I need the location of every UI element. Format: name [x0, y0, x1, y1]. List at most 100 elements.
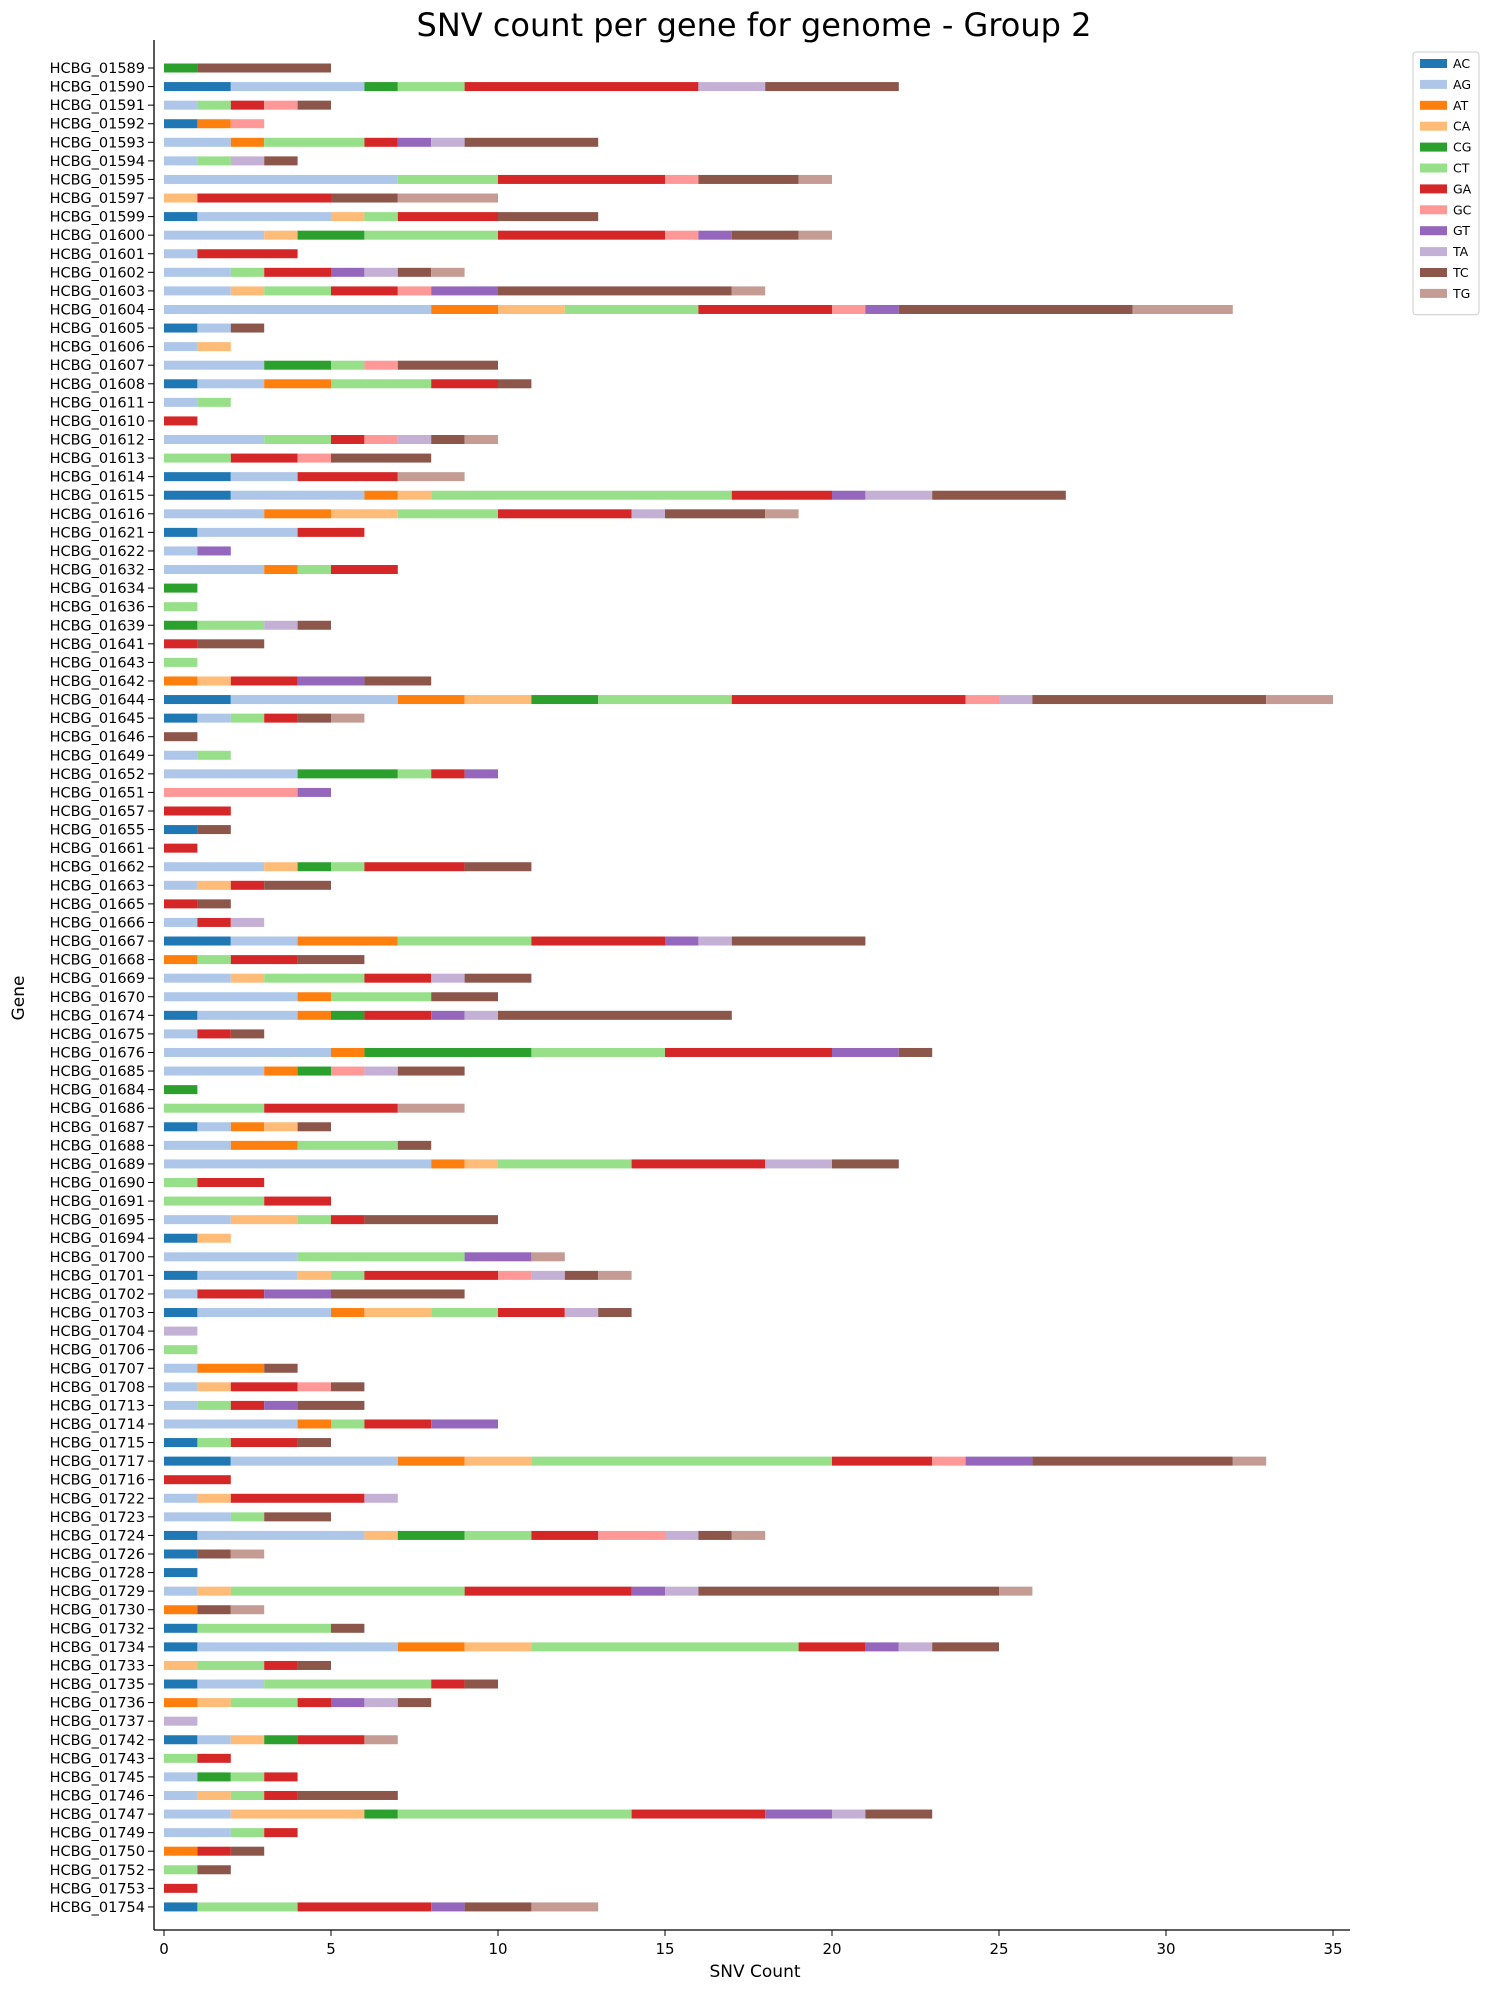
bar-segment-gt: [331, 1698, 365, 1708]
y-tick-label: HCBG_01612: [50, 433, 145, 449]
bar-segment-ac: [164, 1530, 198, 1540]
y-tick-label: HCBG_01689: [50, 1157, 145, 1173]
bar-segment-at: [431, 304, 498, 314]
bar-segment-ac: [164, 1308, 198, 1318]
bar-segment-gc: [364, 360, 398, 370]
y-tick-label: HCBG_01643: [50, 655, 145, 671]
bar-segment-cg: [164, 1085, 198, 1095]
bar-segment-tc: [197, 639, 265, 649]
bar-segment-ct: [364, 230, 498, 240]
bar-segment-gt: [665, 936, 699, 946]
bar-segment-tc: [297, 713, 331, 723]
bar-segment-gt: [397, 137, 432, 147]
bar-segment-tc: [431, 992, 498, 1002]
bar-segment-ag: [164, 1289, 198, 1299]
bar-segment-ct: [197, 955, 231, 965]
bar-segment-ag: [164, 1493, 198, 1503]
bar-segment-tc: [898, 304, 1133, 314]
bar-segment-tc: [665, 509, 766, 519]
y-tick-label: HCBG_01723: [50, 1510, 145, 1526]
bar-segment-gc: [965, 695, 999, 705]
bar-segment-ct: [331, 992, 432, 1002]
bar-segment-ag: [197, 1010, 298, 1020]
bar-segment-at: [264, 565, 298, 575]
bar-segment-gt: [264, 1400, 298, 1410]
bar-segment-ac: [164, 82, 231, 92]
bar-segment-tc: [464, 1679, 498, 1689]
bar-segment-at: [264, 509, 331, 519]
bar-segment-ga: [297, 472, 398, 482]
bar-segment-ca: [498, 304, 565, 314]
y-tick-label: HCBG_01634: [50, 581, 145, 597]
bar-segment-ac: [164, 936, 231, 946]
bar-segment-ag: [230, 1456, 398, 1466]
bar-segment-gc: [498, 1270, 532, 1280]
bar-segment-ag: [164, 230, 265, 240]
bar-segment-ag: [164, 1252, 298, 1262]
y-tick-label: HCBG_01611: [50, 395, 145, 411]
bar-segment-ca: [397, 490, 432, 500]
bar-segment-ag: [164, 1215, 231, 1225]
bar-segment-ta: [999, 695, 1033, 705]
y-tick-label: HCBG_01616: [50, 507, 145, 523]
bar-segment-gt: [832, 490, 866, 500]
bar-segment-ag: [164, 546, 198, 556]
bar-segment-ct: [164, 657, 198, 667]
bar-segment-ga: [464, 1586, 632, 1596]
bar-segment-ag: [164, 100, 198, 110]
bar-segment-tc: [264, 1363, 298, 1373]
bar-segment-ct: [164, 1196, 265, 1206]
bar-segment-ca: [464, 1456, 532, 1466]
bar-segment-tg: [765, 509, 799, 519]
bar-segment-ag: [164, 1586, 198, 1596]
legend-swatch: [1420, 79, 1447, 89]
y-axis-ticks: HCBG_01589 HCBG_01590 HCBG_01591 HCBG_01592…: [50, 61, 154, 1916]
bar-segment-ag: [164, 973, 231, 983]
bar-segment-ac: [164, 490, 231, 500]
bar-segment-ac: [164, 1233, 198, 1243]
bar-segment-ga: [197, 1289, 265, 1299]
bar-segment-tc: [865, 1809, 933, 1819]
bar-segment-ta: [364, 1698, 398, 1708]
bar-segment-ct: [264, 435, 331, 444]
bar-segment-ct: [531, 1047, 665, 1057]
bar-segment-ca: [197, 1233, 231, 1243]
bar-segment-ga: [631, 1809, 766, 1819]
bar-segment-ct: [297, 1215, 331, 1225]
bar-segment-tg: [397, 472, 465, 482]
x-tick-label: 25: [989, 1940, 1008, 1958]
bar-segment-tc: [230, 323, 265, 333]
bar-segment-ag: [197, 1530, 365, 1540]
y-tick-label: HCBG_01714: [50, 1417, 145, 1433]
y-tick-label: HCBG_01669: [50, 971, 145, 987]
bar-segment-ga: [331, 565, 398, 575]
bar-segment-ag: [164, 565, 265, 575]
bar-segment-tc: [1032, 1456, 1233, 1466]
bar-segment-gt: [431, 1419, 498, 1429]
bar-segment-at: [297, 1419, 331, 1429]
bar-segment-ct: [297, 1252, 465, 1262]
legend-label: GC: [1453, 202, 1472, 217]
bar-segment-ag: [164, 1029, 198, 1039]
bar-segment-ca: [230, 1215, 298, 1225]
bar-segment-ct: [197, 1623, 331, 1633]
bar-segment-ga: [197, 193, 331, 203]
bar-segment-tc: [397, 1698, 432, 1708]
bar-segment-ag: [164, 397, 198, 407]
y-tick-label: HCBG_01749: [50, 1826, 145, 1842]
bar-segment-ct: [598, 695, 732, 705]
bar-segment-ca: [197, 1382, 231, 1392]
y-tick-label: HCBG_01687: [50, 1120, 145, 1136]
bar-segment-tc: [297, 1660, 331, 1670]
bar-segment-tg: [999, 1586, 1033, 1596]
y-tick-label: HCBG_01700: [50, 1250, 145, 1266]
bar-segment-ta: [698, 936, 732, 946]
bar-segment-ga: [498, 174, 665, 184]
bar-segment-tg: [230, 1605, 265, 1615]
y-tick-label: HCBG_01642: [50, 674, 145, 690]
bar-segment-ag: [164, 1400, 198, 1410]
y-tick-label: HCBG_01750: [50, 1844, 145, 1860]
bar-segment-ca: [197, 880, 231, 890]
bar-segment-cg: [297, 769, 398, 779]
bar-segment-gt: [464, 769, 498, 779]
